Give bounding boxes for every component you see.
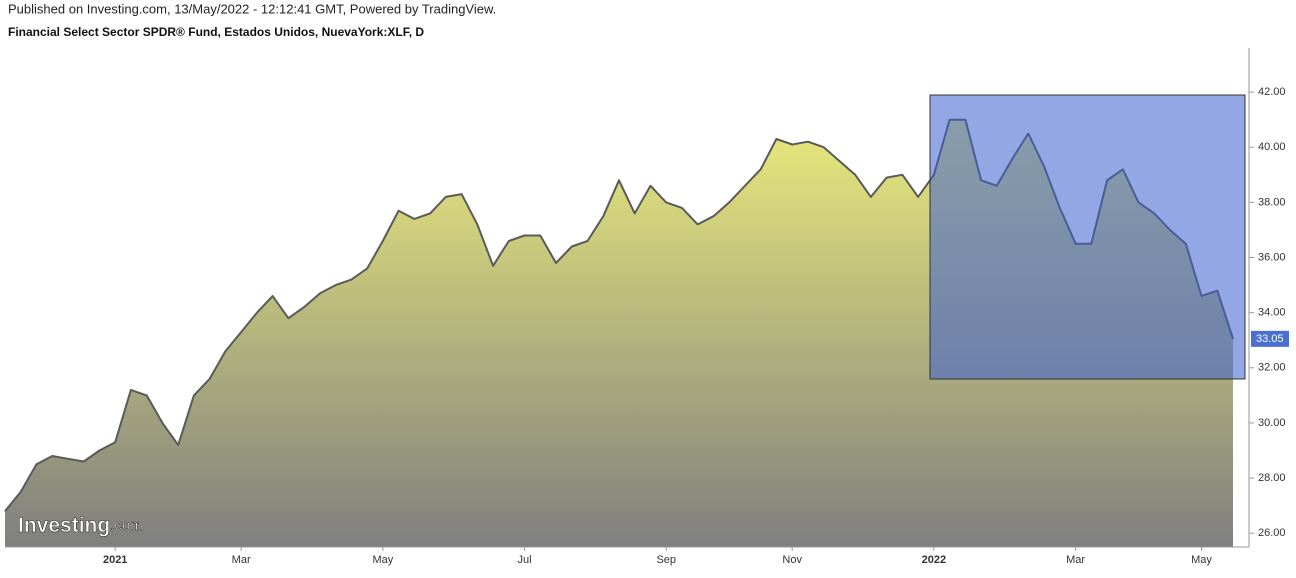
logo-suffix: .com xyxy=(110,517,143,534)
x-tick-label: 2021 xyxy=(103,554,127,566)
y-tick-label: 28.00 xyxy=(1258,472,1286,484)
y-tick-label: 26.00 xyxy=(1258,527,1286,539)
x-tick-label: Nov xyxy=(782,554,802,566)
last-price-label: 33.05 xyxy=(1256,333,1284,345)
y-tick-label: 32.00 xyxy=(1258,362,1286,374)
x-tick-label: 2022 xyxy=(922,554,946,566)
x-tick-label: May xyxy=(372,554,393,566)
y-tick-label: 30.00 xyxy=(1258,417,1286,429)
last-price-tag xyxy=(1251,330,1289,347)
logo: Investing.com xyxy=(18,514,143,537)
chart-title: Financial Select Sector SPDR® Fund, Esta… xyxy=(8,25,424,39)
y-tick-label: 34.00 xyxy=(1258,307,1286,319)
area-fill xyxy=(5,119,1233,547)
y-tick-label: 36.00 xyxy=(1258,251,1286,263)
published-note: Published on Investing.com, 13/May/2022 … xyxy=(8,1,496,16)
y-tick-label: 38.00 xyxy=(1258,196,1286,208)
y-tick-label: 40.00 xyxy=(1258,141,1286,153)
x-tick-label: May xyxy=(1191,554,1212,566)
x-tick-label: Mar xyxy=(1066,554,1085,566)
x-tick-label: Sep xyxy=(656,554,676,566)
logo-brand: Investing xyxy=(18,514,110,537)
highlight-box xyxy=(929,94,1246,380)
x-tick-label: Mar xyxy=(232,554,251,566)
x-tick-label: Jul xyxy=(518,554,532,566)
y-tick-label: 42.00 xyxy=(1258,86,1286,98)
